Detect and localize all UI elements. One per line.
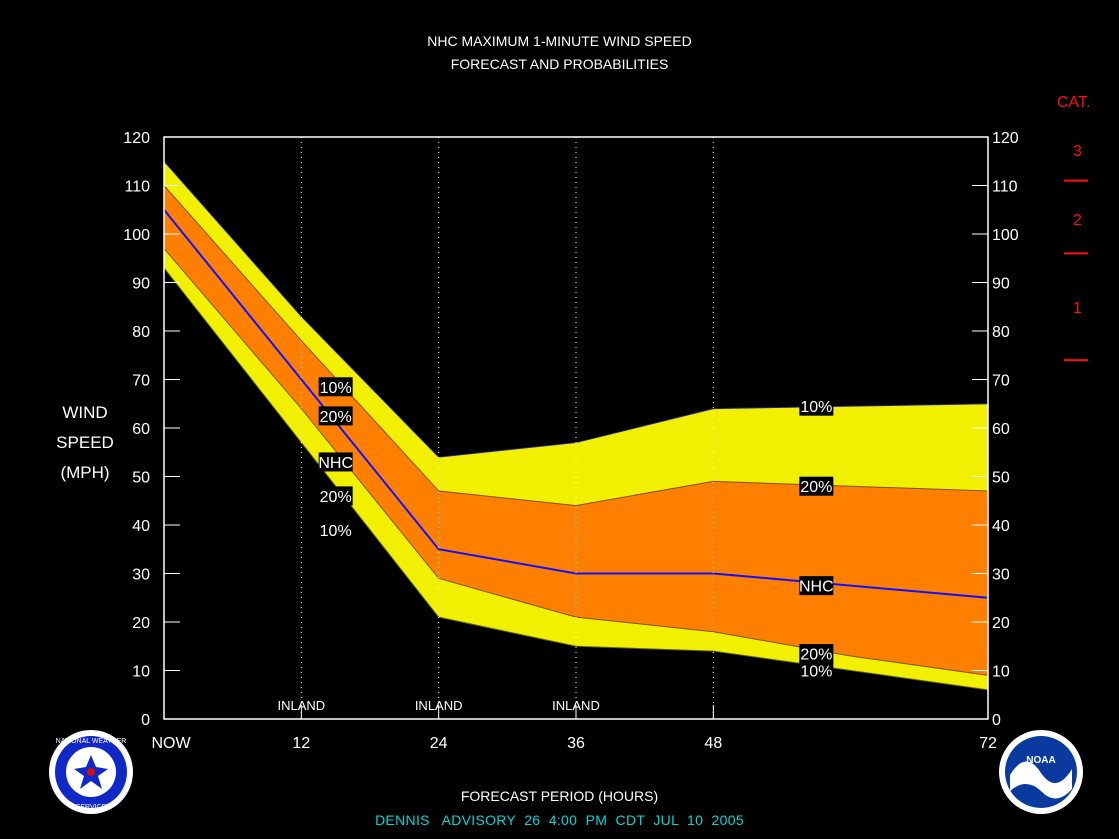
svg-text:SERVICE: SERVICE — [76, 804, 107, 811]
y-tick-label-right: 90 — [992, 276, 1010, 293]
band-label: 10% — [800, 664, 832, 681]
x-tick-label: 24 — [430, 735, 448, 752]
noaa-logo: NOAA — [999, 730, 1083, 814]
y-tick-label-left: 110 — [124, 179, 150, 196]
inland-marker-label: INLAND — [277, 698, 325, 713]
chart-title-line1: NHC MAXIMUM 1-MINUTE WIND SPEED — [427, 33, 692, 49]
line-20pct-upper — [163, 185, 989, 507]
y-tick-label-right: 40 — [992, 518, 1010, 535]
band-label-box — [799, 396, 834, 416]
inland-marker-label: INLAND — [415, 698, 463, 713]
y-tick-label-left: 50 — [132, 470, 150, 487]
series-nhc-line — [163, 209, 989, 599]
y-axis-label-wind: WIND — [62, 403, 108, 422]
band-label: NHC — [318, 455, 353, 472]
band-label: 10% — [800, 399, 832, 416]
band-label-box — [318, 486, 353, 506]
y-tick-label-right: 110 — [992, 179, 1018, 196]
svg-text:NATIONAL WEATHER: NATIONAL WEATHER — [56, 738, 127, 745]
band-label-box — [799, 576, 834, 596]
band-label: 10% — [320, 523, 352, 540]
advisory-line: DENNIS ADVISORY 26 4:00 PM CDT JUL 10 20… — [375, 812, 744, 828]
y-tick-label-left: 30 — [132, 567, 150, 584]
chart-title-line2: FORECAST AND PROBABILITIES — [450, 56, 669, 72]
band-label: 20% — [320, 489, 352, 506]
x-tick-label: 48 — [704, 735, 722, 752]
x-tick-label: 12 — [292, 735, 310, 752]
y-tick-label-left: 40 — [132, 518, 150, 535]
y-tick-label-left: 20 — [132, 615, 150, 632]
y-axis-label-unit: (MPH) — [60, 463, 110, 482]
y-tick-label-right: 20 — [992, 615, 1010, 632]
x-tick-label: NOW — [151, 735, 191, 752]
y-axis-label-speed: SPEED — [56, 433, 114, 452]
y-tick-label-right: 10 — [992, 664, 1010, 681]
y-tick-label-right: 0 — [992, 712, 1001, 729]
y-tick-label-right: 60 — [992, 421, 1010, 438]
band-label-box — [799, 644, 834, 664]
category-1-label: 1 — [1073, 300, 1082, 317]
category-3-label: 3 — [1073, 143, 1082, 160]
y-tick-label-left: 10 — [132, 664, 150, 681]
band-label: 20% — [800, 647, 832, 664]
y-tick-label-left: 100 — [123, 227, 150, 244]
y-tick-label-left: 60 — [132, 421, 150, 438]
band-label-box — [318, 452, 353, 472]
band-label-box — [318, 520, 353, 540]
y-tick-label-left: 120 — [123, 130, 150, 147]
category-2-label: 2 — [1073, 212, 1082, 229]
band-label: 20% — [320, 409, 352, 426]
y-tick-label-right: 100 — [992, 227, 1019, 244]
y-tick-label-left: 0 — [141, 712, 150, 729]
y-tick-label-left: 80 — [132, 324, 150, 341]
band-label: 20% — [800, 479, 832, 496]
band-label-box — [318, 377, 353, 397]
band-label: 10% — [320, 380, 352, 397]
band-label-box — [799, 476, 834, 496]
band-20pct — [164, 185, 988, 676]
x-axis-label: FORECAST PERIOD (HOURS) — [460, 788, 659, 804]
band-label-box — [318, 406, 353, 426]
y-tick-label-right: 80 — [992, 324, 1010, 341]
x-tick-label: 72 — [979, 735, 997, 752]
y-tick-label-right: 30 — [992, 567, 1010, 584]
y-tick-label-right: 50 — [992, 470, 1010, 487]
inland-marker-label: INLAND — [552, 698, 600, 713]
svg-text:NOAA: NOAA — [1026, 755, 1055, 766]
nws-logo: NATIONAL WEATHER SERVICE — [49, 730, 133, 814]
band-label-box — [799, 661, 834, 680]
y-tick-label-right: 120 — [992, 130, 1019, 147]
band-label: NHC — [799, 579, 834, 596]
y-tick-label-right: 70 — [992, 373, 1010, 390]
y-tick-label-left: 70 — [132, 373, 150, 390]
y-tick-label-left: 90 — [132, 276, 150, 293]
x-tick-label: 36 — [567, 735, 585, 752]
category-header: CAT. — [1057, 94, 1091, 111]
